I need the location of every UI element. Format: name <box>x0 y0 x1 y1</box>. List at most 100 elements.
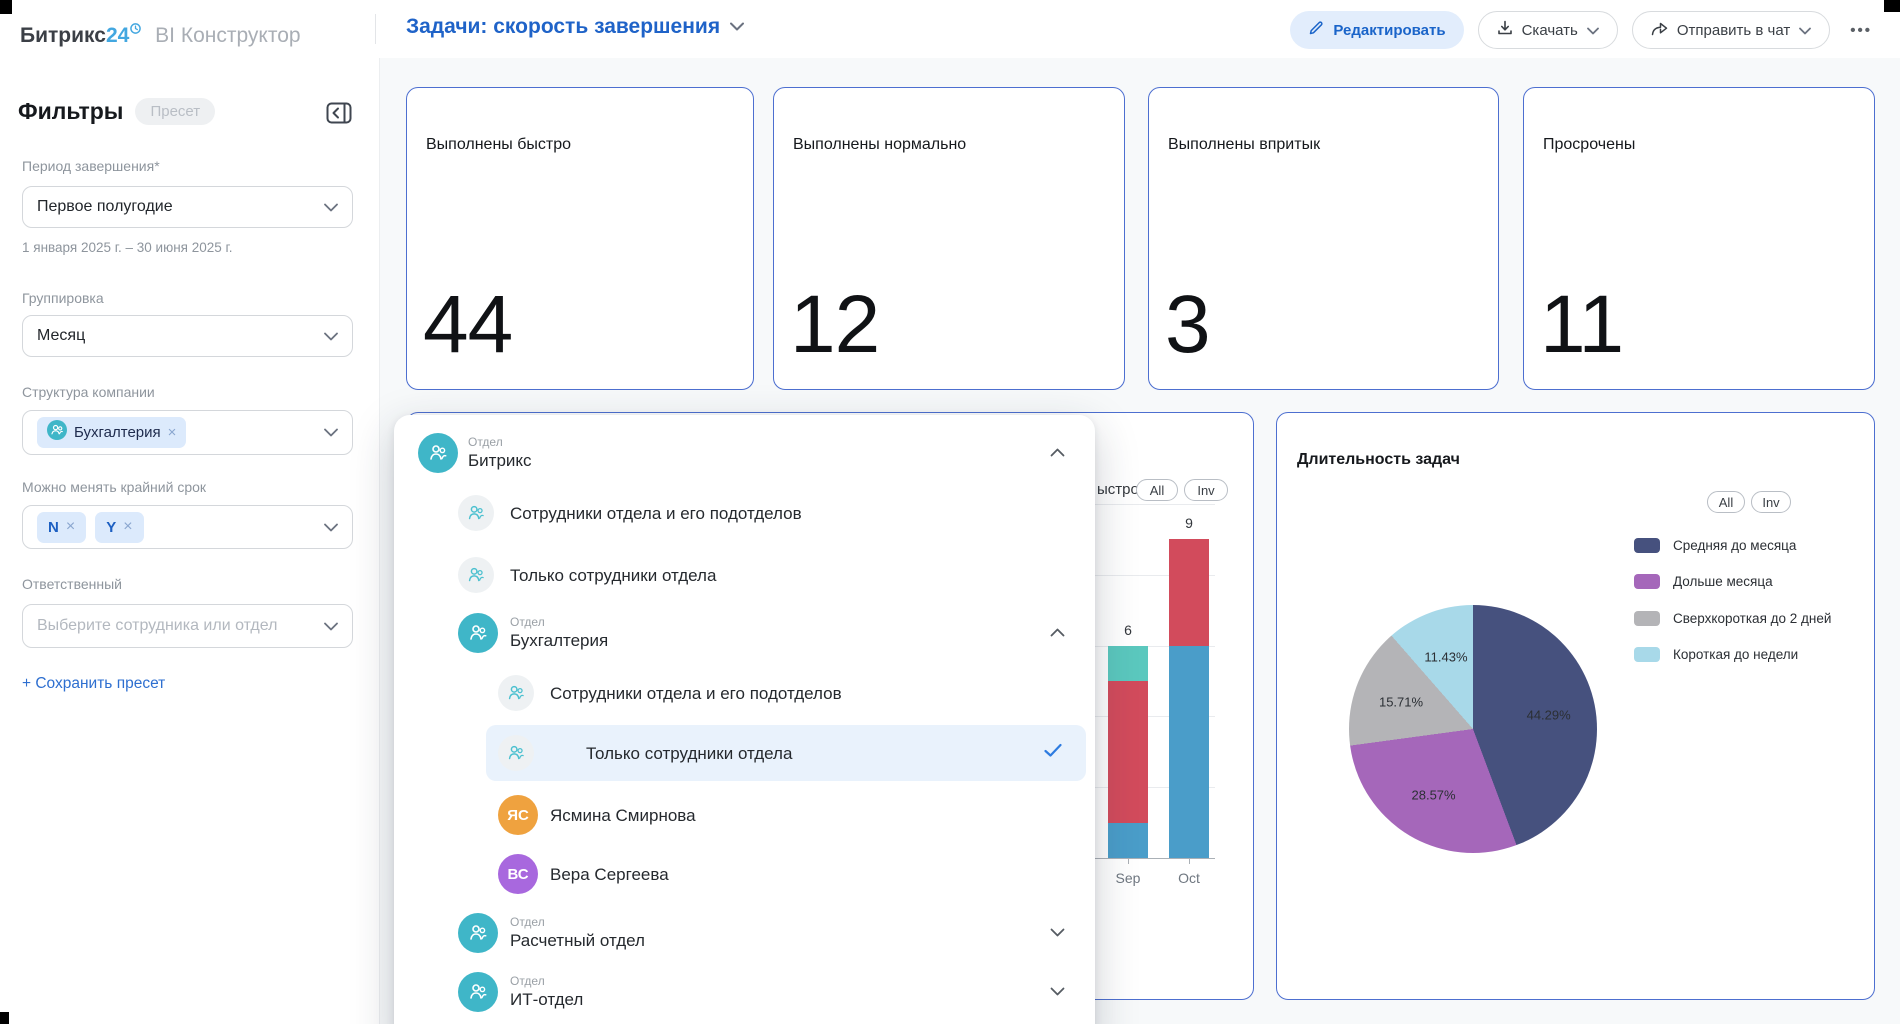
inv-button[interactable]: Inv <box>1751 491 1791 513</box>
stat-card-label: Просрочены <box>1543 136 1636 153</box>
dropdown-item-person[interactable]: ЯС Ясмина Смирнова <box>394 785 1095 845</box>
all-button[interactable]: All <box>1707 491 1745 513</box>
responsible-select[interactable]: Выберите сотрудника или отдел <box>22 604 353 648</box>
filters-heading: Фильтры <box>18 98 124 124</box>
department-picker-dropdown: Отдел Битрикс Сотрудники отдела и его по… <box>394 415 1095 1024</box>
dropdown-item-department[interactable]: Отдел ИТ-отдел <box>394 962 1095 1022</box>
x-axis-label: Sep <box>1115 870 1141 886</box>
legend-swatch <box>1634 537 1660 553</box>
pie-chart-title: Длительность задач <box>1297 451 1460 468</box>
chevron-down-icon <box>324 332 338 340</box>
remove-chip-icon[interactable]: × <box>123 518 133 535</box>
stat-card-label: Выполнены нормально <box>793 136 967 153</box>
dashboard-title-dropdown[interactable]: Задачи: скорость завершения <box>406 15 745 39</box>
bar-value-label: 6 <box>1124 621 1132 638</box>
header-divider <box>375 14 376 44</box>
stat-card-label: Выполнены быстро <box>426 136 572 153</box>
all-button[interactable]: All <box>1136 479 1178 501</box>
deadline-chip-y[interactable]: Y × <box>95 511 144 543</box>
dropdown-item-option[interactable]: Только сотрудники отдела <box>394 545 1095 605</box>
stat-card-overdue: Просрочены 11 <box>1523 87 1875 390</box>
pie-chart-card: Длительность задач All Inv Средняя до ме… <box>1276 412 1875 1000</box>
period-select[interactable]: Первое полугодие <box>22 186 353 228</box>
stat-card-tight: Выполнены впритык 3 <box>1148 87 1499 390</box>
chevron-down-icon[interactable] <box>1050 924 1065 942</box>
x-axis-label: Oct <box>1178 870 1200 886</box>
chevron-down-icon <box>324 523 338 531</box>
selected-row-highlight <box>486 725 1086 781</box>
people-icon <box>498 735 534 771</box>
avatar: ЯС <box>498 795 538 835</box>
grouping-label: Группировка <box>22 290 104 306</box>
department-avatar <box>458 613 498 653</box>
dropdown-item-person[interactable]: ВС Вера Сергеева <box>394 844 1095 904</box>
chevron-down-icon <box>324 203 338 211</box>
dropdown-item-department[interactable]: Отдел Расчетный отдел <box>394 903 1095 963</box>
grouping-select[interactable]: Месяц <box>22 315 353 357</box>
dropdown-item-option-selected[interactable]: Только сотрудники отдела <box>394 723 1095 783</box>
page-title: Задачи: скорость завершения <box>406 15 721 38</box>
filters-panel: Фильтры Пресет Период завершения* Первое… <box>0 58 380 1024</box>
axis-tick <box>1189 858 1190 864</box>
gridline <box>1047 574 1215 576</box>
logo-suffix: BI Конструктор <box>155 24 301 47</box>
chevron-up-icon[interactable] <box>1050 624 1065 642</box>
dropdown-item-option[interactable]: Сотрудники отдела и его подотделов <box>394 663 1095 723</box>
chevron-down-icon[interactable] <box>1050 983 1065 1001</box>
chevron-down-icon <box>324 622 338 630</box>
dropdown-item-department[interactable]: Отдел Бухгалтерия <box>394 603 1095 663</box>
legend-swatch <box>1634 574 1660 589</box>
preset-badge: Пресет <box>135 98 216 125</box>
chevron-down-icon <box>1586 22 1599 39</box>
legend-item: Средняя до месяца <box>1634 537 1831 553</box>
legend-swatch <box>1634 610 1660 626</box>
bar-chart-legend-fragment: ыстро <box>1097 481 1139 498</box>
structure-chip[interactable]: Бухгалтерия × <box>37 417 187 448</box>
deadline-label: Можно менять крайний срок <box>22 479 207 495</box>
chevron-up-icon[interactable] <box>1050 444 1065 462</box>
check-icon <box>1044 743 1062 763</box>
stat-card-fast: Выполнены быстро 44 <box>406 87 754 390</box>
inv-button[interactable]: Inv <box>1184 479 1228 501</box>
legend-label: Сверхкороткая до 2 дней <box>1673 610 1832 626</box>
bar-segment <box>1169 539 1209 646</box>
send-to-chat-button[interactable]: Отправить в чат <box>1631 11 1831 49</box>
dropdown-item-option[interactable]: Сотрудники отдела и его подотделов <box>394 483 1095 543</box>
structure-label: Структура компании <box>22 384 155 400</box>
share-arrow-icon <box>1651 21 1668 40</box>
screen-corner-artifact <box>0 1012 9 1024</box>
period-label: Период завершения* <box>22 158 160 174</box>
department-avatar <box>418 433 458 473</box>
bar-segment <box>1108 681 1148 823</box>
save-preset-link[interactable]: + Сохранить пресет <box>22 675 166 692</box>
collapse-panel-icon[interactable] <box>326 102 352 129</box>
bar-segment <box>1108 822 1148 858</box>
department-avatar <box>458 972 498 1012</box>
stat-card-value: 11 <box>1540 279 1624 370</box>
more-menu-button[interactable]: ••• <box>1850 21 1872 39</box>
pie-legend: Средняя до месяца Дольше месяца Сверхкорот… <box>1634 537 1831 683</box>
bar-segment <box>1108 645 1148 681</box>
pie-slice-label: 28.57% <box>1411 787 1456 803</box>
deadline-chip-n[interactable]: N × <box>37 511 87 543</box>
stat-card-normal: Выполнены нормально 12 <box>773 87 1125 390</box>
people-icon <box>458 495 494 531</box>
edit-button[interactable]: Редактировать <box>1290 11 1464 49</box>
download-button[interactable]: Скачать <box>1477 11 1618 49</box>
legend-item: Сверхкороткая до 2 дней <box>1634 610 1831 626</box>
people-icon <box>458 557 494 593</box>
legend-swatch <box>1634 647 1660 662</box>
pie-slices <box>1349 605 1597 853</box>
dropdown-item-department[interactable]: Отдел Битрикс <box>394 423 1095 483</box>
deadline-select[interactable]: N × Y × <box>22 505 353 549</box>
remove-chip-icon[interactable]: × <box>167 424 177 441</box>
logo-text: Битрикс <box>20 24 106 47</box>
remove-chip-icon[interactable]: × <box>65 518 76 535</box>
stat-card-value: 3 <box>1165 279 1211 370</box>
bar-value-label: 9 <box>1185 515 1193 532</box>
header-actions: Редактировать Скачать Отправить в чат ••… <box>1290 11 1872 49</box>
structure-select[interactable]: Бухгалтерия × <box>22 410 353 455</box>
axis-tick <box>1128 858 1129 864</box>
download-icon <box>1497 20 1513 40</box>
department-avatar <box>458 913 498 953</box>
